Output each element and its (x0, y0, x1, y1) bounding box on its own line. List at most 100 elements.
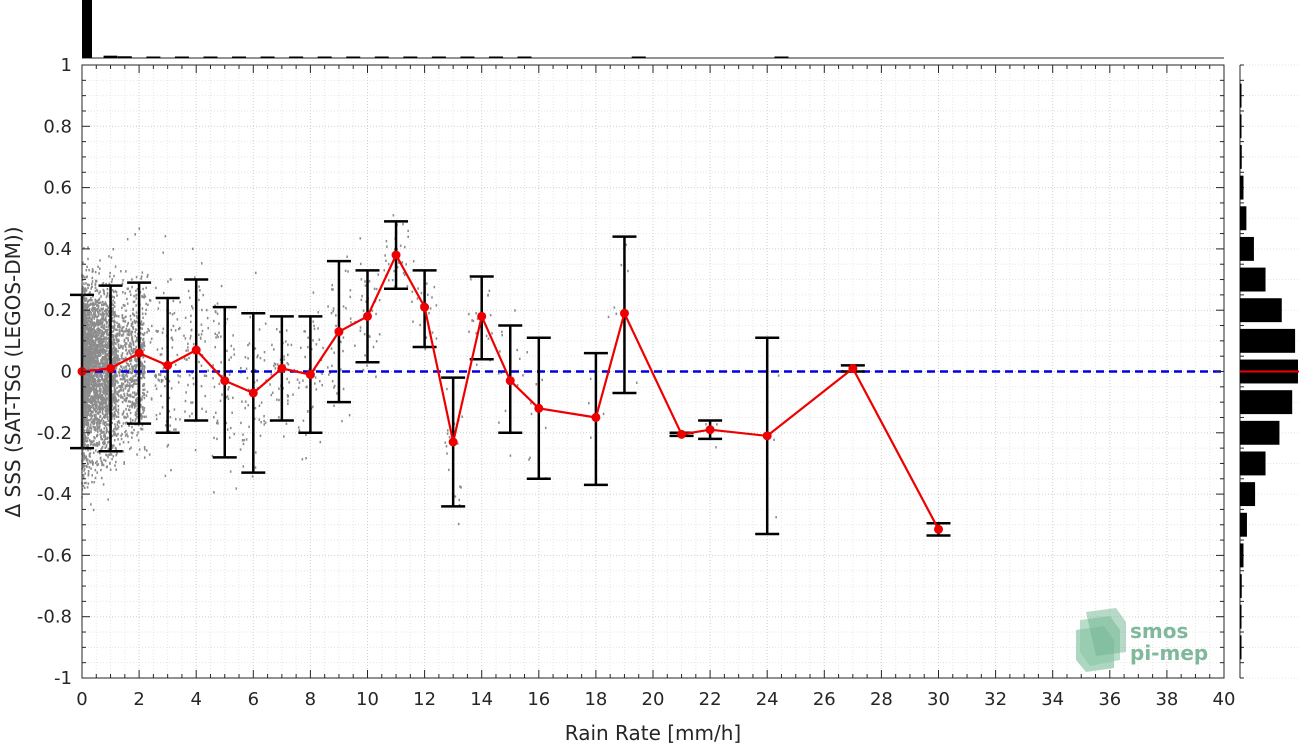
scatter-point (98, 364, 100, 367)
mean-point (305, 370, 315, 380)
scatter-point (82, 419, 85, 422)
scatter-point (458, 498, 461, 502)
scatter-point (183, 357, 186, 360)
scatter-point (328, 373, 330, 376)
scatter-point (164, 384, 166, 388)
scatter-point (103, 433, 105, 436)
scatter-point (83, 437, 85, 440)
scatter-point (142, 388, 144, 392)
scatter-point (93, 365, 95, 368)
scatter-point (136, 399, 138, 402)
scatter-point (130, 348, 133, 351)
scatter-point (176, 318, 179, 321)
scatter-point (89, 430, 92, 433)
scatter-point (312, 339, 314, 342)
scatter-point (287, 343, 289, 346)
scatter-point (85, 392, 88, 395)
scatter-point (107, 325, 110, 329)
scatter-point (247, 404, 250, 407)
scatter-point (448, 436, 451, 439)
scatter-point (446, 452, 448, 455)
mean-series (77, 250, 943, 534)
scatter-point (121, 306, 123, 310)
scatter-point (126, 392, 129, 396)
scatter-point (286, 377, 288, 381)
scatter-point (118, 371, 121, 374)
scatter-point (84, 348, 87, 351)
scatter-point (137, 431, 139, 434)
scatter-point (99, 335, 101, 338)
scatter-point (297, 386, 300, 390)
scatter-point (187, 289, 190, 293)
scatter-point (298, 381, 301, 384)
scatter-point (94, 286, 97, 289)
scatter-point (86, 461, 89, 464)
scatter-point (90, 442, 93, 445)
scatter-point (375, 340, 378, 343)
scatter-point (193, 276, 196, 279)
scatter-point (129, 371, 132, 374)
scatter-point (500, 371, 503, 375)
scatter-point (126, 384, 129, 387)
scatter-point (118, 385, 120, 388)
scatter-point (130, 446, 132, 449)
scatter-point (105, 337, 108, 340)
scatter-point (101, 312, 104, 315)
scatter-point (96, 379, 99, 383)
scatter-point (310, 347, 313, 351)
scatter-point (143, 348, 145, 351)
scatter-point (82, 290, 85, 293)
scatter-point (83, 322, 85, 325)
scatter-point (87, 423, 90, 427)
scatter-point (108, 389, 110, 392)
scatter-point (131, 349, 133, 353)
scatter-point (98, 341, 100, 345)
scatter-point (143, 409, 145, 412)
scatter-point (83, 403, 85, 406)
scatter-point (89, 440, 92, 443)
scatter-point (121, 328, 123, 331)
scatter-point (86, 338, 88, 341)
scatter-point (121, 395, 123, 399)
scatter-point (105, 314, 108, 317)
scatter-point (186, 346, 189, 349)
scatter-point (106, 363, 109, 367)
scatter-point (105, 320, 107, 323)
scatter-point (92, 443, 94, 447)
scatter-point (88, 283, 91, 287)
scatter-point (125, 408, 127, 411)
scatter-point (102, 379, 104, 382)
scatter-point (84, 410, 86, 413)
scatter-point (272, 348, 275, 351)
scatter-point (88, 317, 91, 320)
scatter-point (127, 337, 129, 340)
scatter-point (87, 246, 89, 249)
scatter-point (140, 413, 143, 416)
scatter-point (95, 384, 98, 388)
scatter-point (342, 336, 345, 339)
scatter-point (112, 429, 114, 433)
scatter-point (218, 382, 221, 386)
scatter-point (91, 282, 93, 286)
scatter-point (140, 368, 143, 371)
scatter-point (91, 331, 93, 335)
scatter-point (94, 302, 97, 305)
scatter-point (139, 327, 142, 330)
scatter-point (201, 329, 204, 333)
scatter-point (111, 360, 114, 363)
scatter-point (102, 390, 104, 393)
scatter-point (143, 396, 146, 400)
scatter-point (85, 334, 88, 338)
scatter-point (93, 426, 95, 429)
scatter-point (228, 373, 231, 376)
scatter-point (407, 235, 409, 239)
scatter-point (106, 329, 109, 333)
scatter-point (142, 322, 145, 325)
scatter-point (111, 347, 114, 350)
scatter-point (103, 336, 106, 339)
scatter-point (191, 307, 194, 310)
scatter-point (102, 431, 104, 434)
scatter-point (167, 280, 169, 283)
scatter-point (504, 409, 507, 413)
scatter-point (88, 339, 90, 343)
